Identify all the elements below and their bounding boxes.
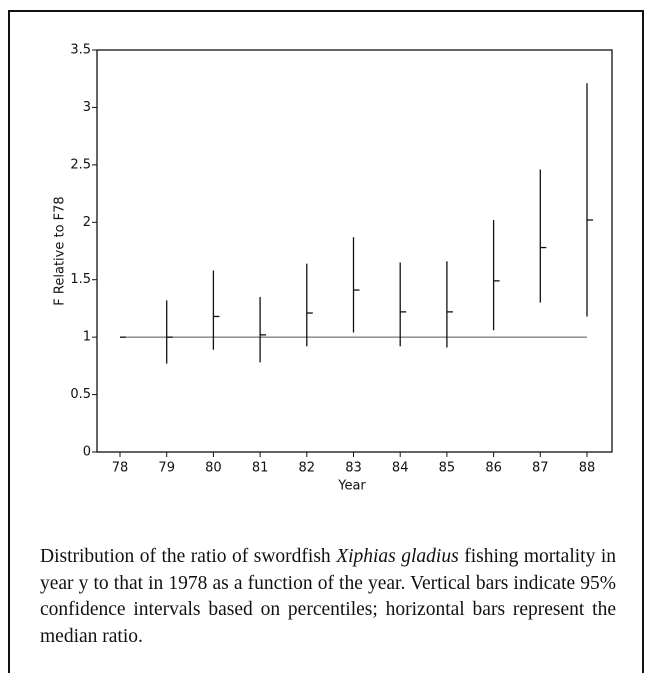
x-tick-label: 78 [112,461,129,476]
x-axis-label: Year [337,479,366,494]
y-axis-label: F Relative to F78 [53,196,68,305]
chart: Year F Relative to F78 0 0.5 1 1.5 2 2.5 3 3.5 7… [53,43,613,494]
y-tick-label: 3.5 [70,43,91,58]
x-tick-label: 85 [439,461,456,476]
x-tick-label: 88 [579,461,596,476]
y-tick-label: 0.5 [70,387,91,402]
figure-frame [8,10,644,673]
x-tick-label: 86 [485,461,502,476]
x-tick-label: 80 [205,461,222,476]
caption-text: Distribution of the ratio of swordfish [40,546,337,567]
x-tick-label: 84 [392,461,409,476]
x-tick-label: 87 [532,461,549,476]
caption: Distribution of the ratio of swordfish X… [40,544,616,650]
y-tick-label: 2 [83,215,91,230]
plot-frame [96,49,613,453]
x-tick-label: 83 [345,461,362,476]
caption-text: fishing mortality in year y to that in 1… [40,546,617,647]
y-tick-label: 1 [83,330,91,345]
y-tick-label: 1.5 [70,272,91,287]
y-tick-label: 2.5 [70,157,91,172]
y-tick-label: 3 [83,100,91,115]
x-tick-label: 79 [158,461,175,476]
species-name: Xiphias gladius [336,546,459,567]
x-tick-label: 82 [299,461,316,476]
x-tick-label: 81 [252,461,269,476]
y-tick-label: 0 [83,445,91,460]
